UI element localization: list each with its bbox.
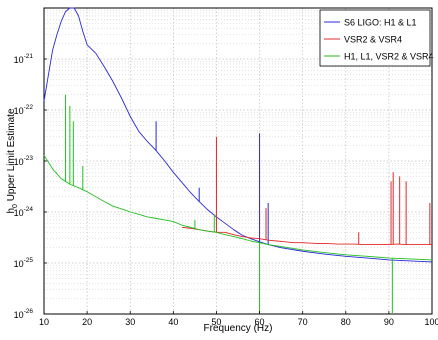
series-line-0 [43,7,433,263]
y-tick-label: 10-24 [14,206,34,218]
x-tick-label: 30 [125,317,135,327]
y-axis-label-text: Upper Limit Estimate [6,108,17,204]
axis-ticks: 10 20 30 40 50 60 70 80 90 100 10-21 10-22 10-23 10-2… [14,53,438,327]
x-tick-label: 70 [298,317,308,327]
y-axis-label: h0 Upper Limit Estimate [6,108,19,213]
y-tick-label: 10-26 [14,308,34,320]
y-axis-label-subscript: 0 [12,204,19,208]
x-tick-label: 40 [168,317,178,327]
y-axis-label-symbol: h [6,208,17,214]
x-tick-label: 90 [384,317,394,327]
y-tick-label: 10-21 [14,53,34,65]
x-tick-label: 20 [82,317,92,327]
y-tick-label: 10-25 [14,257,34,269]
x-axis-label: Frequency (Hz) [204,323,273,334]
series-line-2 [43,154,433,261]
series-group [43,7,433,314]
x-tick-label: 50 [211,317,221,327]
series-line-1 [181,226,432,245]
x-tick-label: 80 [341,317,351,327]
x-tick-label: 10 [39,317,49,327]
legend-box [319,9,431,67]
legend: S6 LIGO: H1 & L1 VSR2 & VSR4 H1, L1, VSR… [319,9,434,67]
x-tick-label: 60 [255,317,265,327]
legend-label-vsr: VSR2 & VSR4 [344,35,402,45]
x-tick-label: 100 [424,317,438,327]
y-tick-label: 10-23 [14,155,34,167]
y-tick-label: 10-22 [14,104,34,116]
legend-label-s6-ligo: S6 LIGO: H1 & L1 [344,18,417,28]
legend-label-combined: H1, L1, VSR2 & VSR4 [344,52,434,62]
